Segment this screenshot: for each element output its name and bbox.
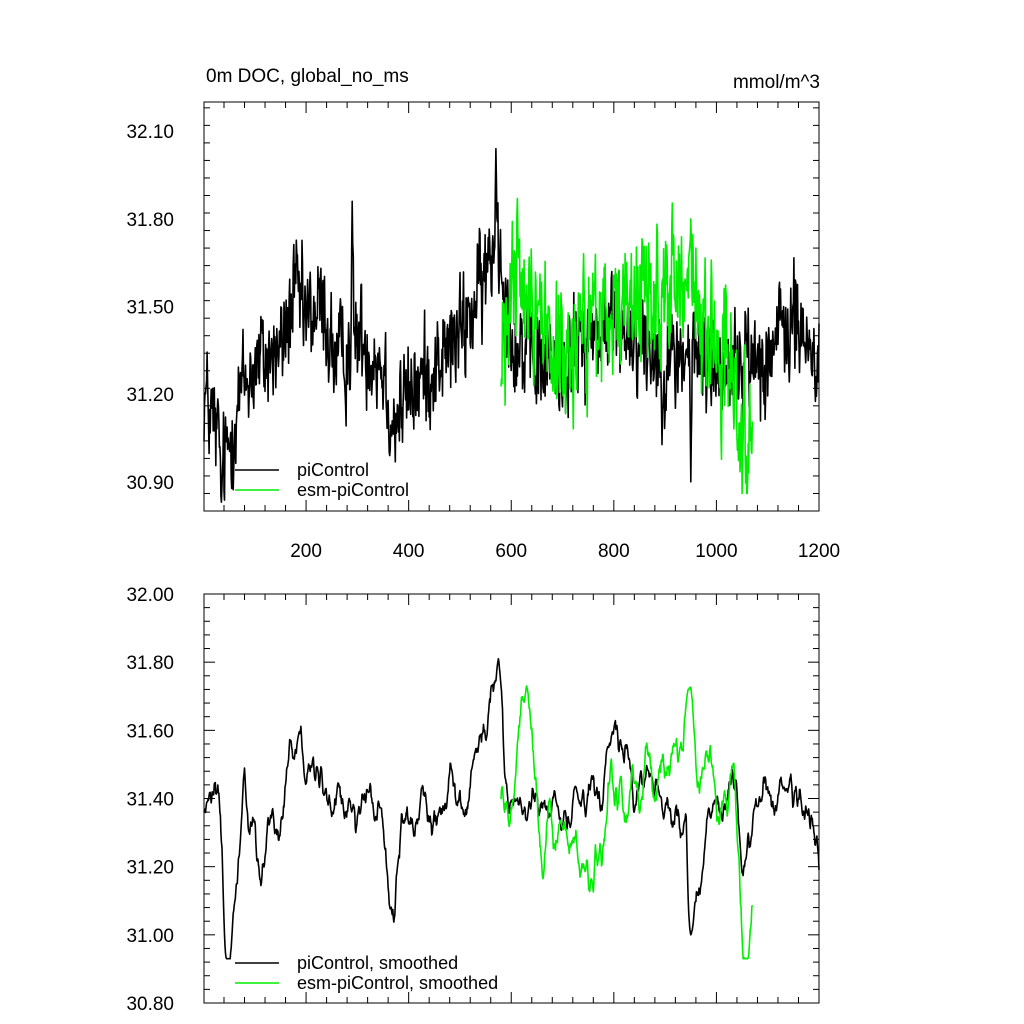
x-tick-label: 1200	[798, 541, 840, 562]
y-tick-label: 32.00	[126, 585, 174, 606]
x-tick-label: 600	[495, 541, 527, 562]
chart-title: 0m DOC, global_no_ms	[206, 66, 409, 87]
y-tick-label: 30.90	[126, 473, 174, 494]
plot-frame	[203, 101, 820, 512]
series-layer	[203, 147, 820, 503]
series-layer	[203, 658, 820, 960]
x-tick-label: 800	[598, 541, 630, 562]
x-tick-label: 400	[393, 541, 425, 562]
plot-frame	[203, 593, 820, 1004]
y-tick-label: 31.60	[126, 721, 174, 742]
y-tick-label: 31.80	[126, 653, 174, 674]
series-line-esm-picontrol	[500, 197, 754, 495]
legend-label: piControl, smoothed	[297, 953, 458, 973]
x-tick-label: 1000	[695, 541, 737, 562]
legend-label: esm-piControl	[297, 480, 409, 500]
y-tick-label: 31.00	[126, 926, 174, 947]
y-tick-label: 32.10	[126, 122, 174, 143]
y-tick-label: 31.80	[126, 210, 174, 231]
units-label: mmol/m^3	[733, 72, 820, 93]
series-line-esm-picontrol-smoothed	[500, 685, 754, 960]
legend-label: esm-piControl, smoothed	[297, 973, 498, 993]
x-tick-label: 200	[290, 541, 322, 562]
y-tick-label: 31.20	[126, 858, 174, 879]
y-tick-label: 31.40	[126, 790, 174, 811]
axis-ticks: 30.90 31.20 31.50 31.80 32.10 200 400 600 800 100…	[126, 102, 840, 562]
y-tick-label: 30.80	[126, 994, 174, 1015]
legend-label: piControl	[297, 460, 369, 480]
y-tick-label: 31.50	[126, 298, 174, 319]
top-panel: 0m DOC, global_no_ms mmol/m^3 piControle…	[126, 66, 840, 562]
y-tick-label: 31.20	[126, 385, 174, 406]
